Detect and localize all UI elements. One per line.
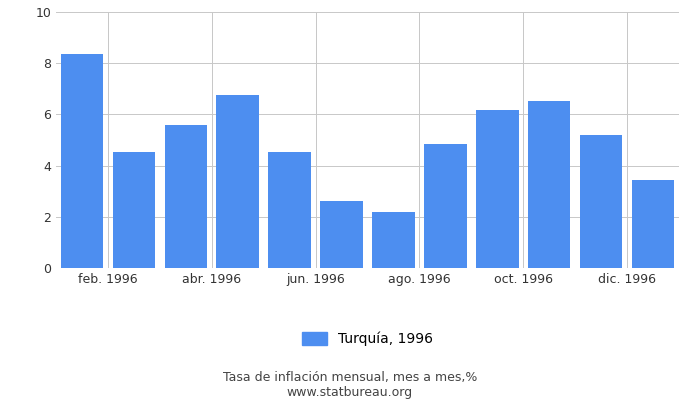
Bar — [372, 212, 414, 268]
Bar — [528, 101, 570, 268]
Text: Tasa de inflación mensual, mes a mes,%: Tasa de inflación mensual, mes a mes,% — [223, 372, 477, 384]
Bar — [113, 152, 155, 268]
Bar — [61, 54, 103, 268]
Bar — [164, 125, 207, 268]
Bar — [476, 110, 519, 268]
Bar — [321, 202, 363, 268]
Bar — [632, 180, 674, 268]
Text: www.statbureau.org: www.statbureau.org — [287, 386, 413, 399]
Bar — [216, 95, 259, 268]
Legend: Turquía, 1996: Turquía, 1996 — [296, 326, 439, 352]
Bar — [268, 152, 311, 268]
Bar — [424, 144, 467, 268]
Bar — [580, 135, 622, 268]
